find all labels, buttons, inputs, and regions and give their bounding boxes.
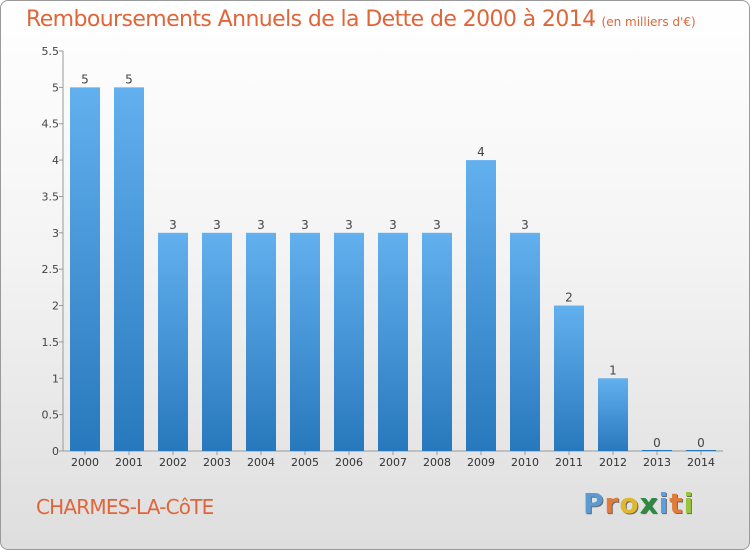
- data-label: 3: [213, 218, 221, 232]
- y-tick-label: 0: [52, 445, 59, 458]
- chart-title-text: Remboursements Annuels de la Dette de 20…: [26, 7, 596, 32]
- logo-letter: x: [639, 487, 659, 520]
- logo-letter: r: [604, 487, 620, 520]
- x-tick-label: 2009: [467, 456, 495, 469]
- bar: [598, 378, 628, 451]
- x-tick-label: 2013: [643, 456, 671, 469]
- y-tick-label: 1.5: [42, 336, 60, 349]
- commune-name: CHARMES-LA-CôTE: [36, 495, 214, 519]
- data-label: 3: [389, 218, 397, 232]
- chart-unit: (en milliers d'€): [601, 15, 696, 29]
- data-label: 3: [521, 218, 529, 232]
- bar: [334, 232, 364, 451]
- y-tick-label: 0.5: [42, 409, 60, 422]
- data-label: 3: [169, 218, 177, 232]
- y-tick-label: 5: [52, 81, 59, 94]
- data-label: 3: [301, 218, 309, 232]
- y-tick-label: 2: [52, 300, 59, 313]
- logo-letter: o: [619, 487, 640, 520]
- data-label: 0: [653, 436, 661, 450]
- data-label: 3: [345, 218, 353, 232]
- bar: [246, 232, 276, 451]
- y-tick-label: 2.5: [42, 263, 60, 276]
- bar: [466, 160, 496, 451]
- x-tick-label: 2007: [379, 456, 407, 469]
- bar: [554, 305, 584, 451]
- bar: [202, 232, 232, 451]
- data-label: 0: [697, 436, 705, 450]
- chart-title: Remboursements Annuels de la Dette de 20…: [26, 7, 696, 32]
- x-tick-label: 2006: [335, 456, 363, 469]
- logo-letter: i: [683, 487, 695, 520]
- x-tick-label: 2012: [599, 456, 627, 469]
- bar: [422, 232, 452, 451]
- y-tick-label: 3: [52, 227, 59, 240]
- bar: [290, 232, 320, 451]
- y-tick-label: 4.5: [42, 118, 60, 131]
- y-tick-label: 1: [52, 372, 59, 385]
- y-tick-label: 5.5: [42, 45, 60, 58]
- bar: [158, 232, 188, 451]
- x-tick-label: 2008: [423, 456, 451, 469]
- bar: [510, 232, 540, 451]
- proxiti-logo: Proxiti: [583, 487, 694, 520]
- y-tick-label: 4: [52, 154, 59, 167]
- data-label: 5: [81, 72, 89, 86]
- bar: [378, 232, 408, 451]
- data-label: 1: [609, 363, 617, 377]
- x-tick-label: 2010: [511, 456, 539, 469]
- data-label: 3: [433, 218, 441, 232]
- bar: [114, 87, 144, 451]
- x-tick-label: 2011: [555, 456, 583, 469]
- data-label: 3: [257, 218, 265, 232]
- x-tick-label: 2002: [159, 456, 187, 469]
- y-tick-label: 3.5: [42, 190, 60, 203]
- data-label: 5: [125, 72, 133, 86]
- logo-letter: t: [669, 487, 684, 520]
- logo-letter: i: [658, 487, 670, 520]
- x-tick-label: 2000: [71, 456, 99, 469]
- x-tick-label: 2003: [203, 456, 231, 469]
- x-tick-label: 2001: [115, 456, 143, 469]
- data-label: 4: [477, 145, 485, 159]
- x-tick-label: 2014: [687, 456, 715, 469]
- x-tick-label: 2005: [291, 456, 319, 469]
- data-label: 2: [565, 291, 573, 305]
- logo-letter: P: [583, 487, 605, 520]
- bar: [70, 87, 100, 451]
- x-tick-label: 2004: [247, 456, 275, 469]
